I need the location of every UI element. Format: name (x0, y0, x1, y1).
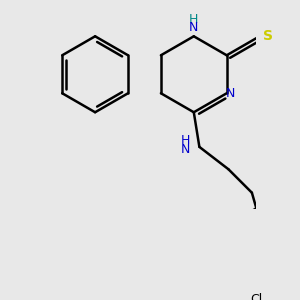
Text: N: N (181, 142, 190, 156)
Text: S: S (263, 29, 273, 43)
Text: N: N (189, 21, 199, 34)
Text: Cl: Cl (250, 293, 262, 300)
Text: N: N (225, 87, 235, 100)
Text: H: H (189, 13, 199, 26)
Text: H: H (181, 134, 190, 147)
